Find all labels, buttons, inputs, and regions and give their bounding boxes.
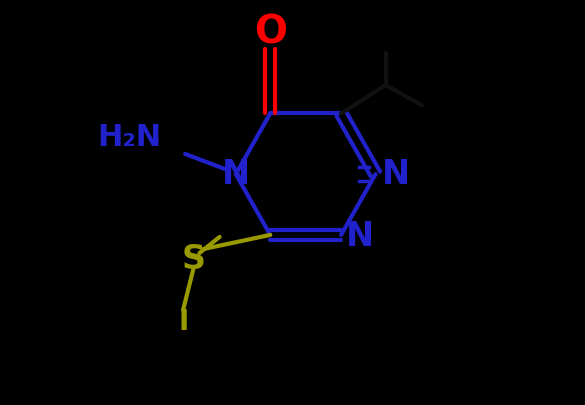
- Text: I: I: [178, 308, 188, 336]
- Text: N: N: [381, 158, 410, 191]
- Text: N: N: [222, 158, 250, 191]
- Text: S: S: [181, 243, 205, 276]
- Text: H₂N: H₂N: [97, 123, 161, 152]
- Text: O: O: [254, 13, 287, 51]
- Text: N: N: [346, 220, 374, 254]
